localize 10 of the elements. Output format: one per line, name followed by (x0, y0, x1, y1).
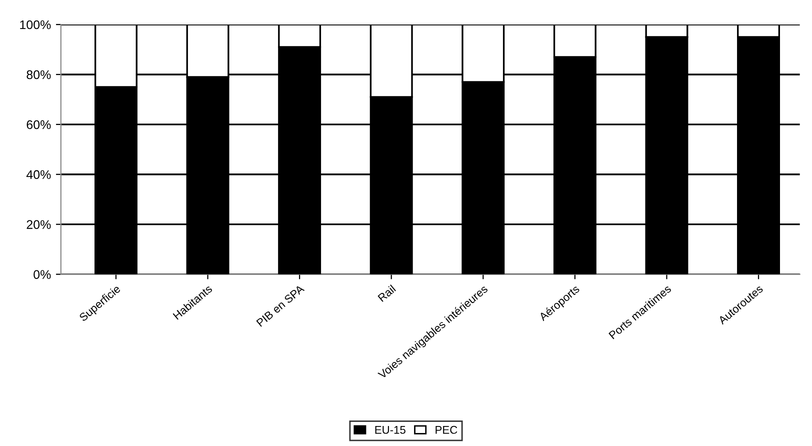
legend-label: EU-15 (375, 426, 406, 434)
y-tick-label: 20% (26, 220, 51, 229)
legend-label: PEC (436, 426, 458, 434)
y-tick-label: 80% (26, 70, 51, 80)
y-tick-label: 40% (26, 170, 51, 180)
y-tick-label: 60% (26, 120, 51, 130)
x-tick-label: PIB en SPA (256, 284, 305, 327)
y-tick-label: 0% (34, 270, 51, 279)
x-tick-label: Rail (377, 284, 396, 302)
y-tick-label: 100% (20, 20, 51, 30)
